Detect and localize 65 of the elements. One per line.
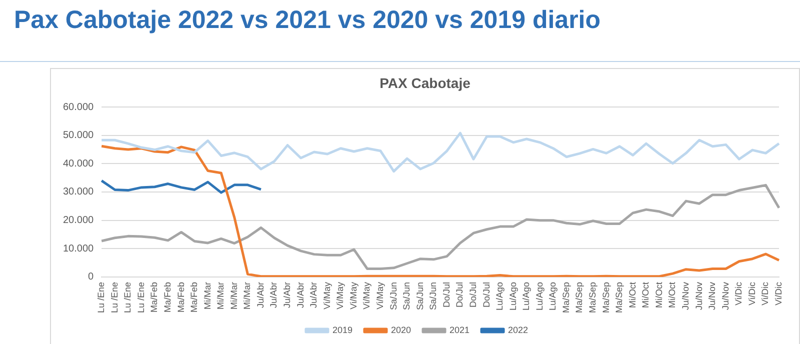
chart-subtitle: PAX Cabotaje — [378, 75, 472, 91]
x-tick-label: Lu/Ago — [534, 282, 544, 311]
x-tick-label: Ma/Sep — [588, 282, 598, 314]
x-tick-label: Ma/Feb — [189, 282, 200, 312]
x-tick-label: Do/Jul — [468, 282, 478, 308]
x-tick-label: Vi/May — [375, 281, 386, 310]
x-tick-label: Vi/May — [362, 281, 372, 310]
x-tick-label: Vi/Dic — [760, 281, 770, 306]
x-tick-label: Ma/Sep — [574, 282, 584, 314]
x-tick-label: Ju/Nov — [720, 281, 730, 310]
legend-label: 2020 — [390, 324, 412, 335]
x-tick-label: Do/Jul — [441, 282, 452, 308]
x-tick-label: Mi/Oct — [627, 281, 638, 308]
legend-label: 2019 — [332, 324, 352, 335]
x-tick-label: Do/Jul — [481, 282, 492, 308]
x-tick-label: Ma/Sep — [560, 282, 571, 314]
x-tick-label: Ju/Nov — [680, 281, 691, 310]
x-tick-label: Lu/Ago — [494, 282, 505, 311]
legend-label: 2021 — [450, 324, 470, 335]
x-tick-label: Mi/Mar — [228, 282, 239, 310]
x-tick-label: Sa/Jun — [388, 282, 398, 310]
x-tick-label: Do/Jul — [454, 282, 465, 308]
y-tick-label: 40.000 — [62, 158, 94, 170]
y-tick-label: 20.000 — [62, 215, 94, 226]
y-tick-label: 0 — [88, 272, 94, 283]
x-tick-label: Vi/Dic — [773, 281, 784, 306]
x-tick-label: Ju/Abr — [255, 282, 266, 308]
x-tick-label: Mi/Mar — [216, 282, 226, 310]
x-tick-label: Vi/May — [348, 281, 358, 310]
chart-title: Pax Cabotaje 2022 vs 2021 vs 2020 vs 2019 diario — [14, 6, 601, 35]
x-tick-label: Ju/Nov — [694, 281, 704, 310]
x-tick-label: Ju/Nov — [707, 281, 718, 310]
x-tick-label: Ma/Feb — [176, 282, 186, 312]
x-tick-label: Lu/Ago — [548, 282, 558, 311]
x-tick-label: Mi/Mar — [242, 282, 252, 310]
legend-label: 2022 — [508, 324, 528, 335]
x-tick-label: Mi/Oct — [667, 281, 678, 308]
y-tick-label: 30.000 — [62, 186, 94, 198]
x-tick-label: Sa/Jun — [402, 282, 412, 310]
x-tick-label: Ma/Feb — [149, 282, 160, 312]
x-tick-label: Ju/Abr — [295, 282, 306, 308]
x-tick-label: Vi/May — [335, 281, 346, 310]
x-tick-label: Lu /Ene — [136, 282, 146, 314]
x-tick-label: Ma/Feb — [162, 282, 172, 312]
x-tick-label: Vi/May — [322, 281, 332, 310]
x-tick-label: Mi/Oct — [640, 281, 651, 308]
x-tick-label: Ju/Abr — [308, 282, 319, 308]
x-tick-label: Lu /Ene — [122, 282, 133, 314]
y-tick-label: 50.000 — [62, 130, 94, 142]
x-tick-label: Lu /Ene — [109, 282, 120, 314]
x-tick-label: Ju/Abr — [282, 282, 292, 308]
x-tick-label: Ma/Sep — [614, 282, 624, 314]
x-tick-label: Sa/Jun — [428, 282, 438, 310]
x-tick-label: Lu /Ene — [96, 282, 106, 314]
x-tick-label: Lu/Ago — [521, 282, 532, 311]
x-tick-label: Ma/Sep — [600, 282, 611, 314]
x-tick-label: Mi/Oct — [654, 281, 664, 308]
x-tick-label: Ju/Abr — [268, 282, 279, 308]
x-tick-label: Vi/Dic — [746, 281, 757, 306]
x-tick-label: Mi/Mar — [202, 282, 212, 310]
x-tick-label: Sa/Jun — [414, 282, 425, 310]
x-tick-label: Lu/Ago — [508, 282, 518, 311]
x-tick-label: Vi/Dic — [734, 281, 744, 306]
y-tick-label: 10.000 — [62, 243, 94, 254]
y-tick-label: 60.000 — [62, 102, 94, 113]
